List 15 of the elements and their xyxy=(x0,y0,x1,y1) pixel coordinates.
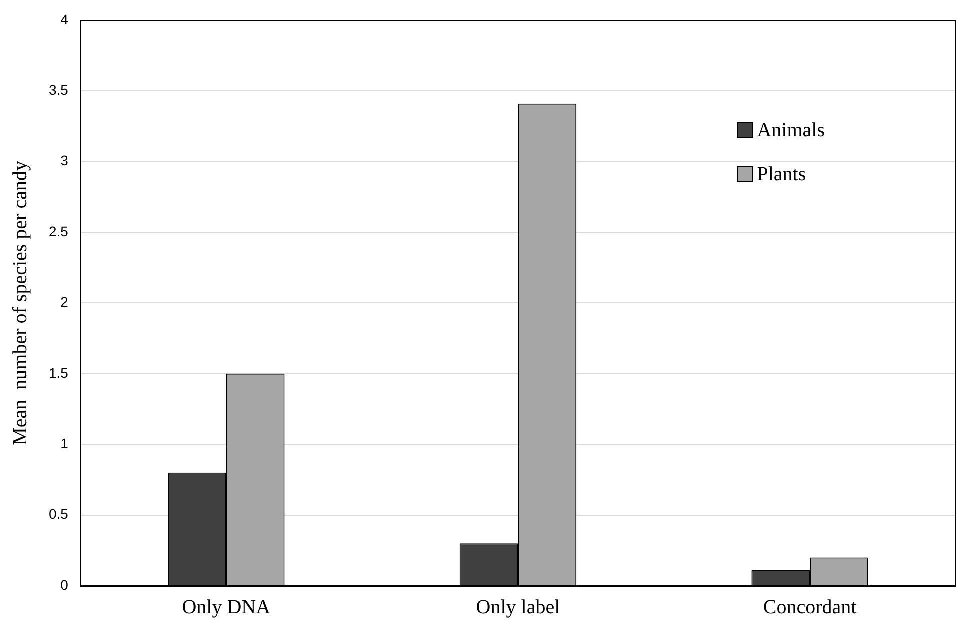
y-tick-label: 2 xyxy=(60,294,69,310)
x-tick-label: Concordant xyxy=(763,596,858,618)
y-tick-label: 4 xyxy=(60,11,69,28)
y-axis-title: Mean number of species per candy xyxy=(9,161,32,446)
y-tick-label: 3 xyxy=(60,152,69,169)
x-tick-label: Only DNA xyxy=(182,596,272,618)
y-tick-label: 1 xyxy=(60,435,69,452)
legend-label: Animals xyxy=(757,120,826,142)
y-tick-label: 3.5 xyxy=(48,82,69,98)
y-tick-label: 2.5 xyxy=(48,223,69,240)
y-tick-label: 0.5 xyxy=(48,506,69,522)
y-tick-label: 1.5 xyxy=(48,364,69,381)
legend-label: Plants xyxy=(757,164,806,186)
x-tick-label: Only label xyxy=(476,596,561,618)
y-tick-label: 0 xyxy=(60,576,69,593)
